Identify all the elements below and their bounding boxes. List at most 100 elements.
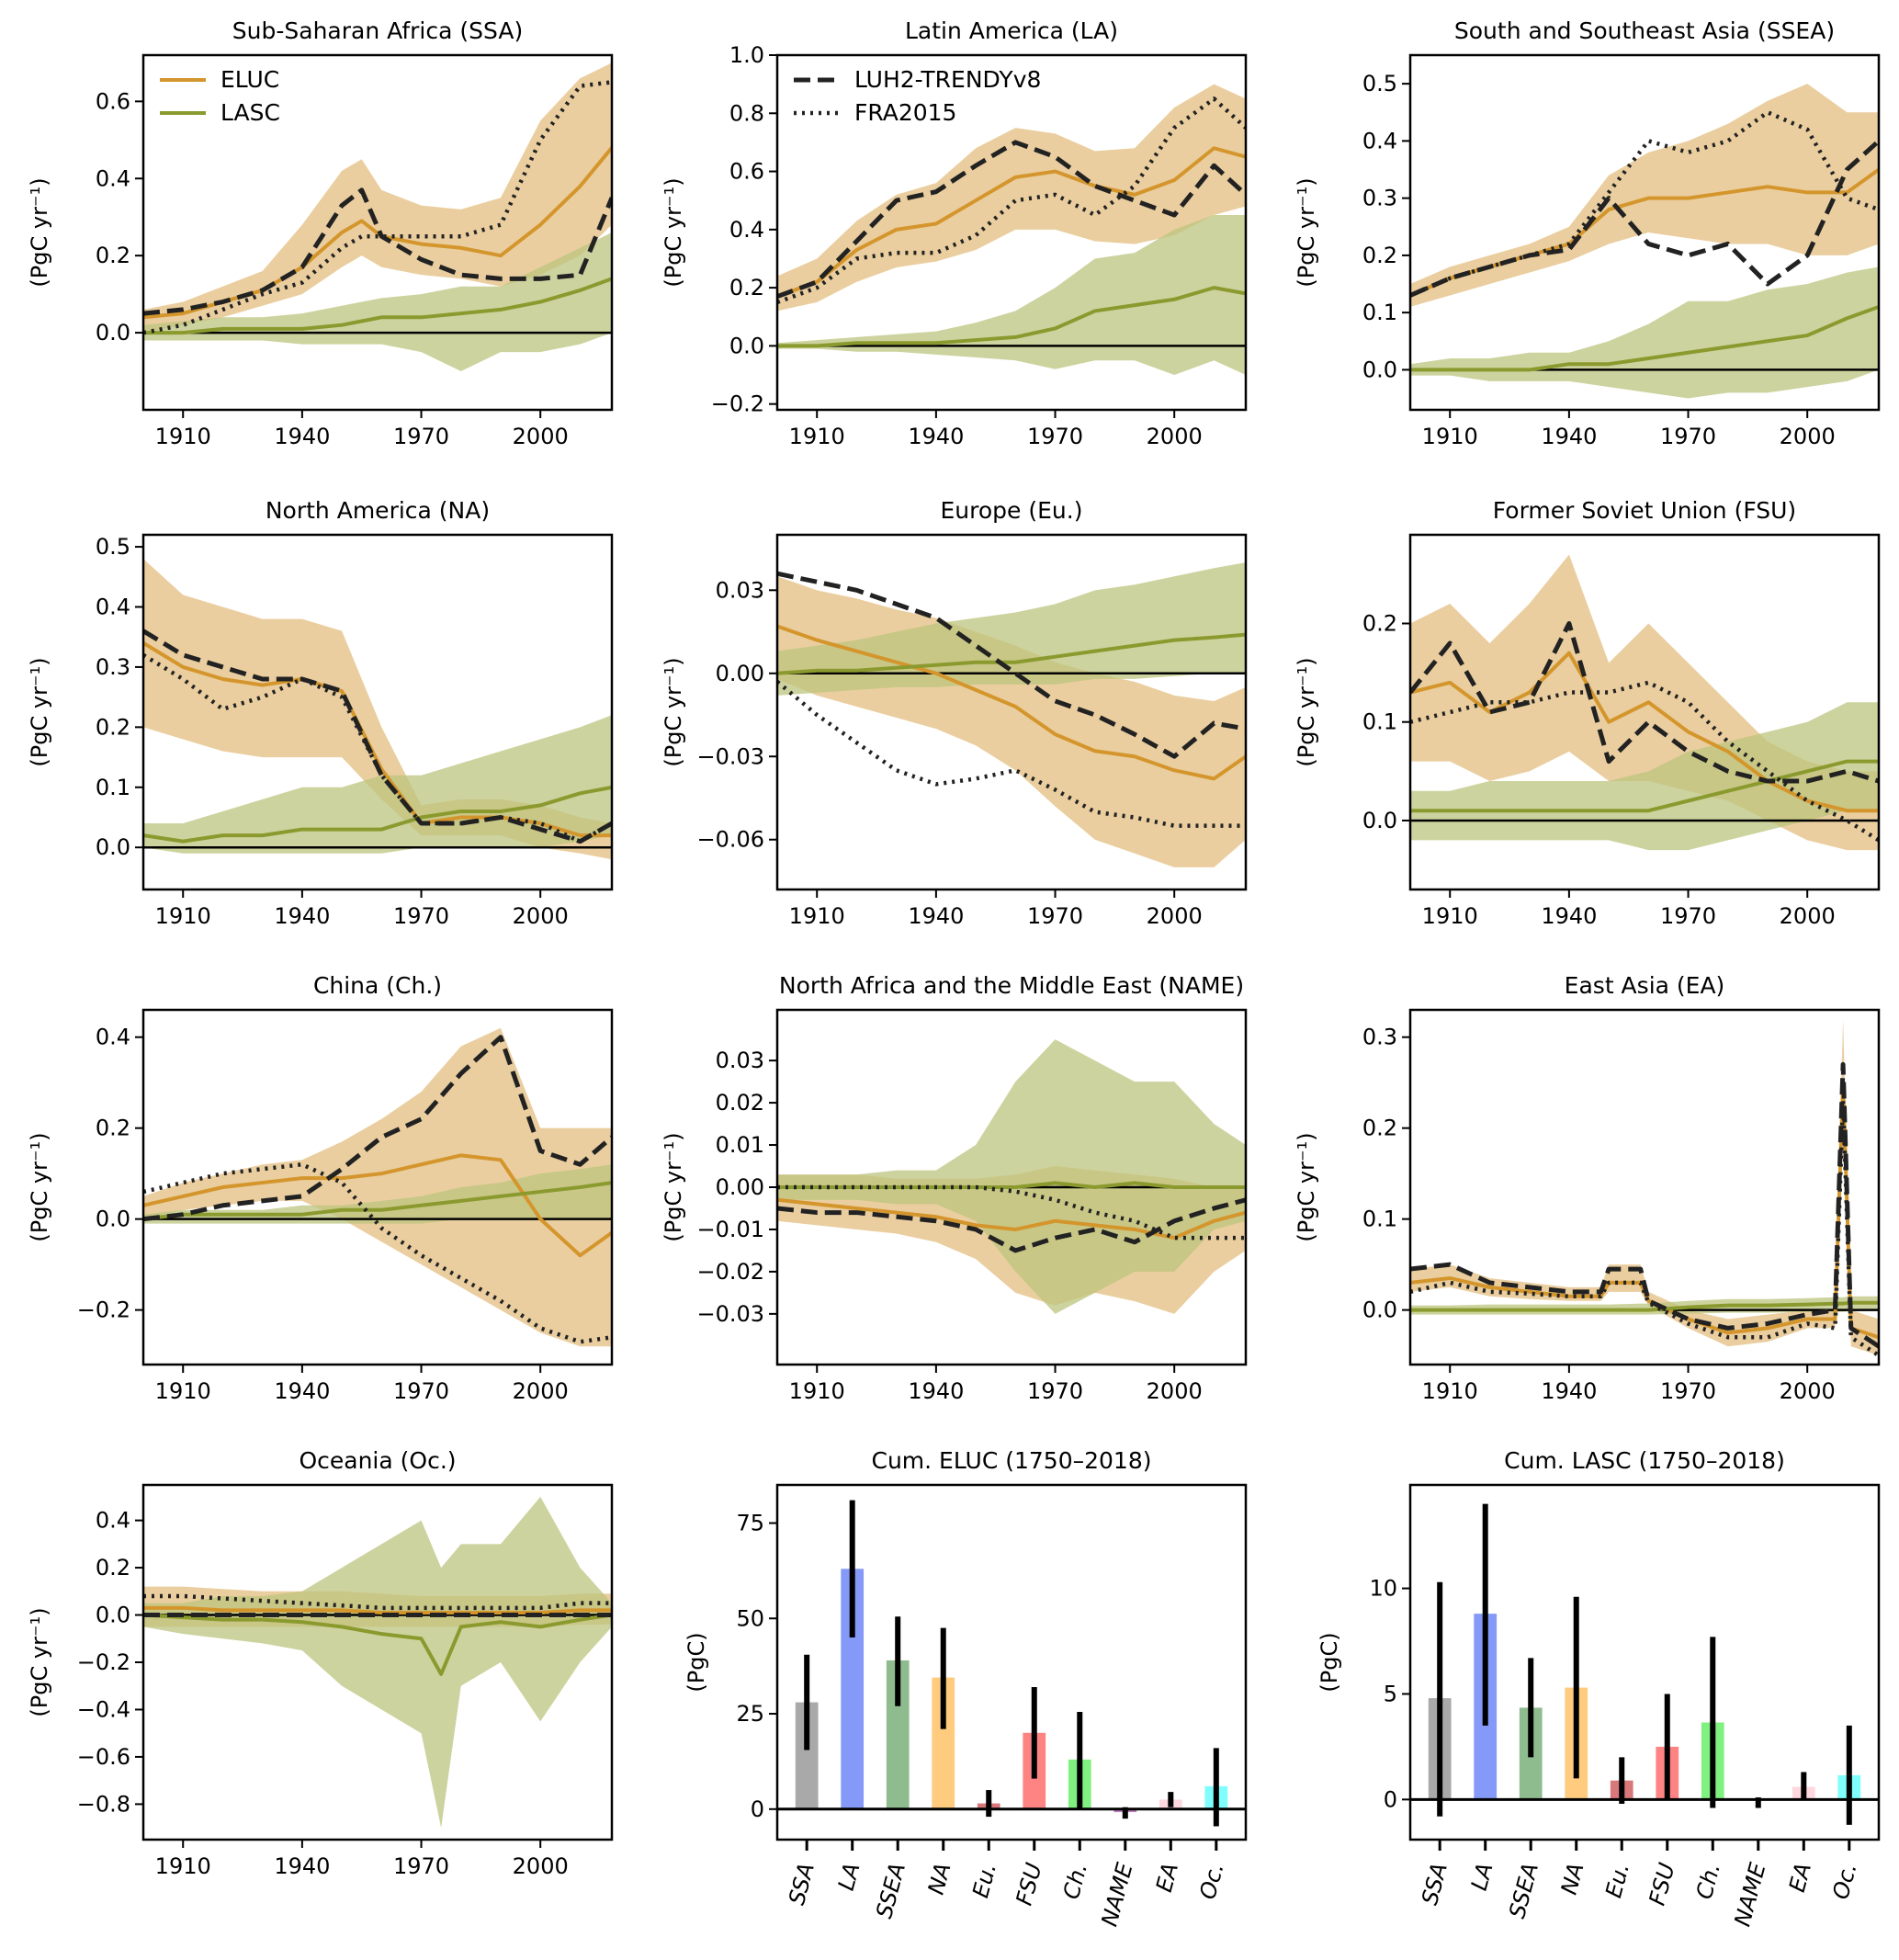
y-tick-label: 0.1 — [1362, 1207, 1397, 1232]
x-tick-label: NAME — [1096, 1860, 1137, 1930]
y-tick-label: 0.4 — [96, 1025, 130, 1050]
y-tick-label: −0.03 — [696, 1301, 764, 1327]
plot-area — [143, 559, 612, 860]
x-tick-label: 1970 — [1660, 1378, 1716, 1404]
lasc-series-line — [1410, 1300, 1879, 1312]
plot-frame — [775, 1483, 1248, 1841]
x-tick-label: Ch. — [1058, 1860, 1092, 1902]
y-tick-label: −0.2 — [77, 1649, 130, 1675]
luh2-trendy-series-line — [143, 187, 612, 316]
y-tick-label: 0.0 — [1362, 357, 1397, 382]
x-tick-label: LA — [833, 1860, 865, 1893]
panel-cumLASC: Cum. LASC (1750–2018) 0 5 10 SSA LA SSEA NA Eu. F… — [1317, 1447, 1881, 1929]
x-tick-label: 1940 — [1541, 903, 1597, 929]
y-tick-label: −0.01 — [696, 1217, 764, 1242]
y-tick-label: 0.0 — [96, 834, 130, 860]
x-tick-label: 1940 — [274, 1378, 330, 1404]
legend-label-eluc: ELUC — [220, 66, 279, 93]
x-tick-label: 1910 — [1422, 424, 1478, 449]
panel-NAME: North Africa and the Middle East (NAME) −… — [661, 972, 1248, 1404]
y-axis-label: (PgC yr⁻¹) — [661, 657, 686, 766]
plot-frame — [141, 53, 614, 412]
y-tick-label: 0.03 — [716, 1048, 764, 1073]
panel-title: Cum. ELUC (1750–2018) — [872, 1447, 1152, 1474]
x-tick-label: 1940 — [1541, 424, 1597, 449]
y-axis-label: (PgC yr⁻¹) — [661, 1132, 686, 1241]
plot-frame — [1408, 533, 1881, 891]
eluc-series-line — [143, 1605, 612, 1614]
panel-title: Oceania (Oc.) — [299, 1447, 456, 1474]
luh2-trendy-series-line — [777, 140, 1246, 299]
panel-title: North Africa and the Middle East (NAME) — [779, 972, 1244, 999]
y-axis-label: (PgC) — [684, 1632, 709, 1692]
lasc-series-line — [777, 1181, 1246, 1189]
plot-frame — [775, 1008, 1248, 1366]
eluc-series-line — [777, 1197, 1246, 1241]
panel-EA: East Asia (EA) 0.0 0.1 0.2 0.3 1910 1940 1970 20… — [1294, 972, 1881, 1404]
y-tick-label: 0 — [751, 1796, 764, 1822]
x-tick-label: 2000 — [513, 1378, 569, 1404]
y-tick-label: 0.00 — [716, 1174, 764, 1200]
panel-title: Sub-Saharan Africa (SSA) — [232, 17, 523, 44]
panel-title: Europe (Eu.) — [941, 497, 1083, 524]
y-tick-label: 0.1 — [1362, 709, 1397, 735]
y-axis-label: (PgC yr⁻¹) — [27, 1132, 52, 1241]
panel-SSA: Sub-Saharan Africa (SSA) 0.0 0.2 0.4 0.6 1910… — [27, 17, 614, 449]
x-tick-label: 1970 — [393, 903, 449, 929]
plot-frame — [1408, 1483, 1881, 1841]
y-tick-label: 0.0 — [96, 320, 130, 346]
plot-area — [1410, 84, 1879, 399]
x-tick-label: 1970 — [1027, 1378, 1083, 1404]
x-tick-label: SSEA — [871, 1860, 910, 1920]
lasc-range-band — [1410, 702, 1879, 851]
x-tick-label: SSEA — [1504, 1860, 1543, 1920]
y-tick-label: 0.4 — [96, 595, 130, 620]
plot-frame — [141, 1008, 614, 1366]
x-tick-label: SSA — [784, 1860, 820, 1908]
x-tick-label: 1940 — [1541, 1378, 1597, 1404]
x-tick-label: 2000 — [1147, 903, 1203, 929]
x-tick-label: LA — [1466, 1860, 1498, 1893]
plot-frame — [1408, 1008, 1881, 1366]
lasc-range-band — [777, 215, 1246, 376]
x-tick-label: 1970 — [393, 424, 449, 449]
eluc-series-line — [777, 624, 1246, 781]
luh2-trendy-series-line — [143, 1035, 612, 1222]
x-tick-label: 2000 — [513, 903, 569, 929]
x-tick-label: 1910 — [1422, 903, 1478, 929]
x-tick-label: 1910 — [155, 1853, 211, 1879]
y-tick-label: −0.2 — [711, 391, 764, 417]
x-tick-label: 2000 — [1780, 424, 1836, 449]
plot-area — [777, 1039, 1246, 1314]
eluc-series-line — [143, 1153, 612, 1258]
y-tick-label: −0.02 — [696, 1259, 764, 1285]
x-tick-label: SSA — [1417, 1860, 1453, 1908]
y-tick-label: 0.2 — [1362, 243, 1397, 268]
y-tick-label: −0.03 — [696, 743, 764, 769]
x-tick-label: 1910 — [789, 424, 845, 449]
legend-label-luh2: LUH2-TRENDYv8 — [854, 66, 1041, 93]
legend-label-fra: FRA2015 — [854, 99, 956, 126]
y-tick-label: 50 — [736, 1605, 764, 1631]
panel-title: Former Soviet Union (FSU) — [1493, 497, 1796, 524]
x-tick-label: Oc. — [1827, 1860, 1861, 1902]
y-axis-label: (PgC) — [1317, 1632, 1342, 1692]
legend-label-lasc: LASC — [220, 99, 280, 126]
x-tick-label: NA — [923, 1860, 956, 1897]
y-tick-label: −0.4 — [77, 1696, 130, 1722]
x-tick-label: 2000 — [1780, 903, 1836, 929]
y-tick-label: 0.0 — [1362, 808, 1397, 833]
y-tick-label: 1.0 — [729, 42, 764, 68]
y-axis-label: (PgC yr⁻¹) — [1294, 177, 1319, 287]
plot-area — [777, 562, 1246, 867]
x-tick-label: 2000 — [513, 1853, 569, 1879]
y-axis-label: (PgC yr⁻¹) — [1294, 1132, 1319, 1241]
lasc-range-band — [143, 1164, 612, 1224]
y-tick-label: 0.2 — [96, 714, 130, 740]
panel-LA: Latin America (LA) −0.2 0.0 0.2 0.4 0.6 0.8 1.0… — [661, 17, 1248, 449]
y-tick-label: 0.4 — [96, 1508, 130, 1534]
plot-frame — [141, 533, 614, 891]
y-tick-label: 0.1 — [96, 775, 130, 800]
x-tick-label: 1940 — [908, 424, 964, 449]
plot-area — [1410, 1018, 1879, 1357]
